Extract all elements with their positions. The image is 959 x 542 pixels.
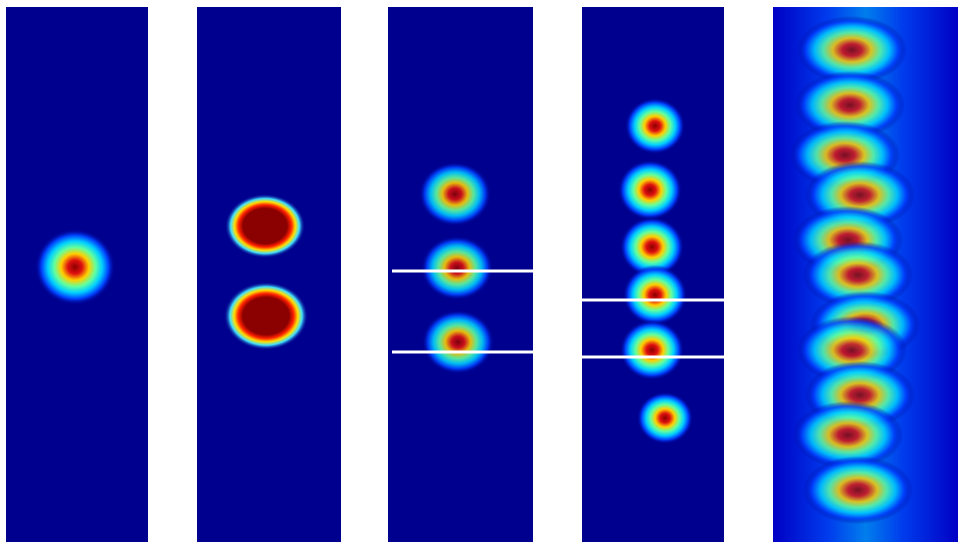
blob <box>625 98 685 154</box>
blob <box>637 392 693 444</box>
blob <box>422 310 494 374</box>
image-strip <box>0 0 959 542</box>
blob <box>225 194 305 258</box>
blob <box>224 282 308 350</box>
blob <box>623 265 687 325</box>
blob <box>421 236 493 300</box>
blob <box>419 162 491 226</box>
blob <box>803 456 913 524</box>
blob <box>35 229 115 305</box>
page: (() => { JSON.parse(document.getElementB… <box>0 0 959 542</box>
panel <box>197 7 341 542</box>
blob <box>620 320 684 380</box>
blob <box>618 160 682 220</box>
